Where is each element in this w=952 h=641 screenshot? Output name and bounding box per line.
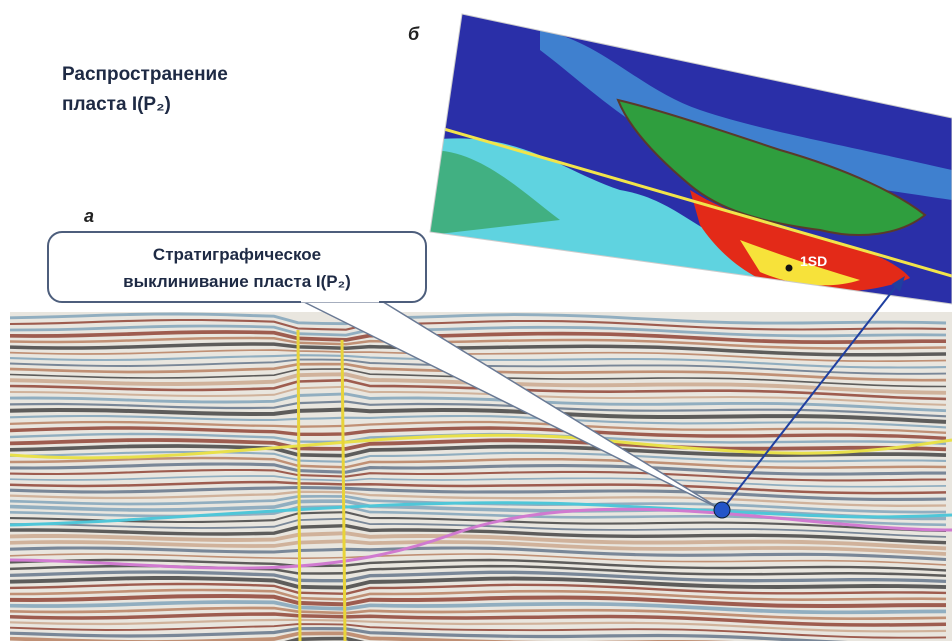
figure-title: Распространение (62, 64, 228, 85)
horizon (298, 330, 300, 641)
callout-text: выклинивание пласта I(P₂) (123, 272, 351, 291)
figure: б 1SD Распространение пласта I(P₂) а Стр… (0, 0, 952, 641)
callout-box (48, 232, 426, 302)
well-label: 1SD (800, 253, 827, 269)
figure-title: пласта I(P₂) (62, 94, 171, 115)
figure-canvas: б 1SD Распространение пласта I(P₂) а Стр… (0, 0, 952, 641)
map-panel (400, 0, 952, 320)
panel-label: б (408, 24, 420, 44)
callout-text: Стратиграфическое (153, 245, 321, 264)
panel-label: а (84, 206, 94, 226)
pinchout-point (714, 502, 730, 518)
